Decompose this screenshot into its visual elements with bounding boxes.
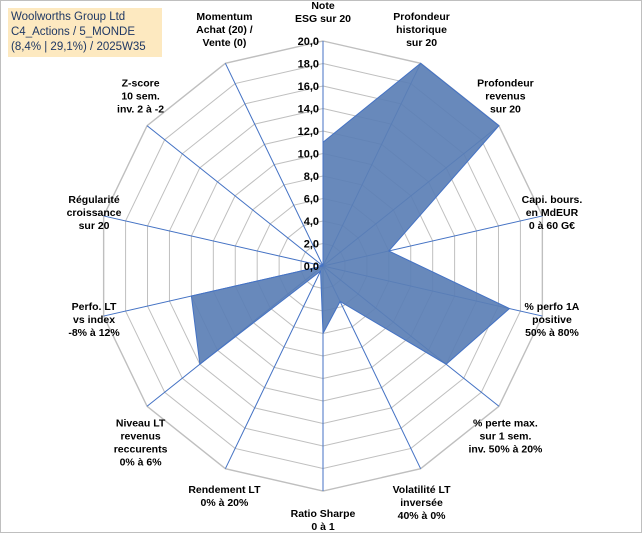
title-line-2: C4_Actions / 5_MONDE [11, 26, 135, 38]
category-label: Capi. bours. [522, 194, 583, 206]
category-label: 50% à 80% [525, 327, 579, 339]
category-label: % perte max. [473, 417, 538, 429]
category-label: Ratio Sharpe [291, 508, 356, 520]
tick-label: 14,0 [298, 104, 319, 116]
category-label: sur 20 [490, 104, 521, 116]
category-label: Volatilité LT [393, 484, 452, 496]
category-label: ESG sur 20 [295, 13, 351, 25]
category-label: revenus [485, 91, 525, 103]
category-label: 40% à 0% [398, 510, 447, 522]
tick-label: 20,0 [298, 36, 319, 48]
category-label: Profondeur [393, 11, 450, 23]
spoke-line [224, 265, 324, 469]
spoke-line [224, 63, 324, 267]
tick-label: 0,0 [304, 261, 319, 273]
category-label: Régularité [68, 194, 120, 206]
category-label: vs index [73, 314, 115, 326]
category-label: Momentum [196, 11, 252, 23]
category-label: sur 20 [406, 37, 437, 49]
title-line-1: Woolworths Group Ltd [11, 11, 126, 23]
category-label: inversée [400, 497, 443, 509]
category-label: Rendement LT [188, 484, 261, 496]
tick-label: 4,0 [304, 216, 319, 228]
chart-title-box: Woolworths Group Ltd C4_Actions / 5_MOND… [8, 8, 162, 57]
category-label: inv. 2 à -2 [117, 104, 164, 116]
category-label: reccurents [114, 443, 168, 455]
category-label: historique [396, 24, 447, 36]
category-label: inv. 50% à 20% [468, 443, 543, 455]
tick-label: 16,0 [298, 81, 319, 93]
category-label: Perfo. LT [72, 301, 117, 313]
spoke-line [103, 215, 324, 267]
tick-label: 10,0 [298, 149, 319, 161]
category-label: croissance [67, 207, 122, 219]
category-label: 0 à 60 G€ [529, 220, 575, 232]
category-label: positive [532, 314, 572, 326]
category-label: Achat (20) / [196, 24, 253, 36]
tick-label: 18,0 [298, 59, 319, 71]
category-label: 0 à 1 [311, 521, 335, 533]
spoke-line [146, 125, 324, 267]
category-label: 10 sem. [121, 91, 160, 103]
tick-label: 12,0 [298, 126, 319, 138]
category-label: Z-score [122, 78, 160, 90]
category-label: 0% à 20% [200, 497, 249, 509]
category-label: revenus [120, 430, 160, 442]
category-label: Profondeur [477, 78, 534, 90]
category-label: Vente (0) [203, 37, 247, 49]
category-label: -8% à 12% [68, 327, 120, 339]
tick-label: 6,0 [304, 194, 319, 206]
tick-label: 2,0 [304, 239, 319, 251]
category-label: Note [311, 0, 334, 12]
category-label: % perfo 1A [525, 301, 580, 313]
title-line-3: (8,4% | 29,1%) / 2025W35 [11, 41, 146, 53]
category-label: sur 1 sem. [479, 430, 531, 442]
tick-label: 8,0 [304, 171, 319, 183]
category-label: sur 20 [79, 220, 110, 232]
category-label: en MdEUR [526, 207, 579, 219]
category-label: Niveau LT [116, 417, 166, 429]
category-label: 0% à 6% [120, 456, 163, 468]
